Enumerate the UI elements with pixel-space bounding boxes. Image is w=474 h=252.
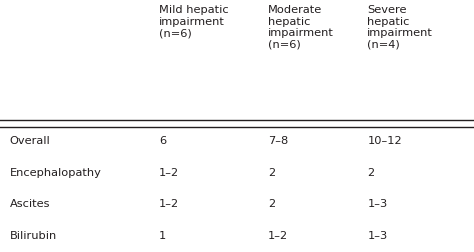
Text: Mild hepatic
impairment
(n=6): Mild hepatic impairment (n=6) [159,5,228,38]
Text: Encephalopathy: Encephalopathy [9,168,101,178]
Text: Moderate
hepatic
impairment
(n=6): Moderate hepatic impairment (n=6) [268,5,334,50]
Text: 2: 2 [367,168,374,178]
Text: 2: 2 [268,168,275,178]
Text: 2: 2 [268,199,275,209]
Text: 1–2: 1–2 [268,231,288,241]
Text: 1–3: 1–3 [367,231,388,241]
Text: Severe
hepatic
impairment
(n=4): Severe hepatic impairment (n=4) [367,5,433,50]
Text: 10–12: 10–12 [367,136,402,146]
Text: Bilirubin: Bilirubin [9,231,57,241]
Text: 1: 1 [159,231,166,241]
Text: 1–2: 1–2 [159,168,179,178]
Text: Overall: Overall [9,136,50,146]
Text: 1–3: 1–3 [367,199,388,209]
Text: 1–2: 1–2 [159,199,179,209]
Text: 6: 6 [159,136,166,146]
Text: Ascites: Ascites [9,199,50,209]
Text: 7–8: 7–8 [268,136,288,146]
